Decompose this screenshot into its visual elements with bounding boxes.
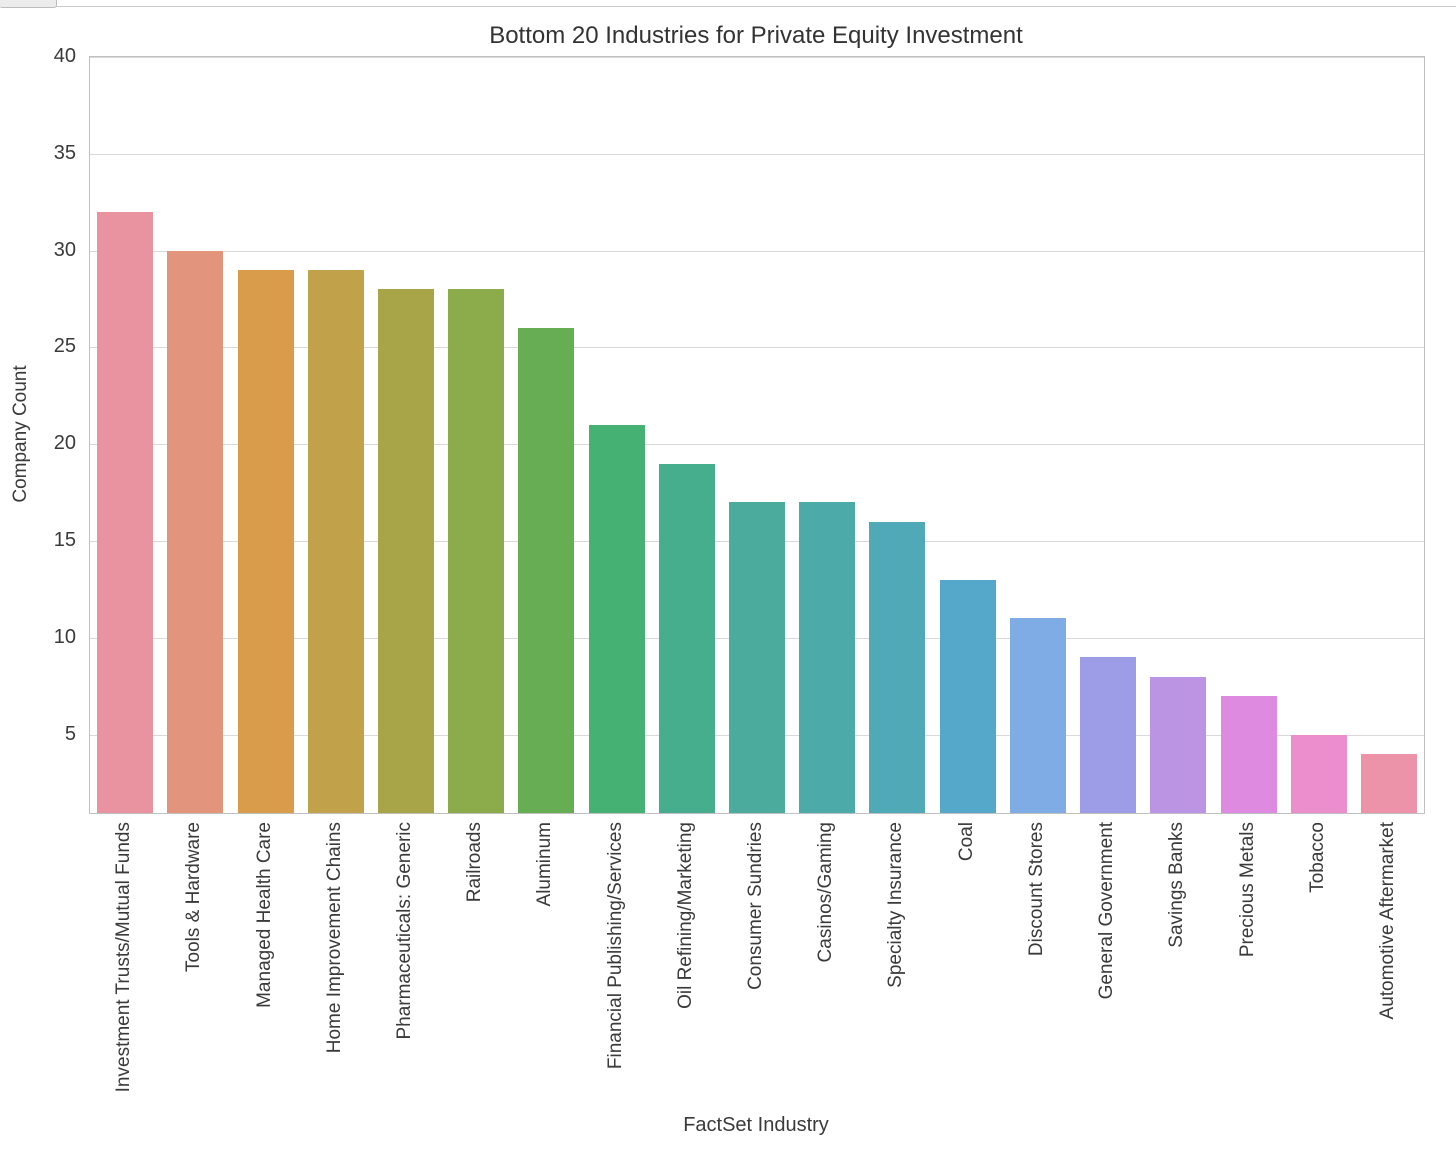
x-axis-label: FactSet Industry bbox=[683, 1114, 829, 1136]
y-tick-label-25: 25 bbox=[53, 335, 76, 358]
bar-financial-publishing-services bbox=[588, 424, 645, 813]
plot-area bbox=[89, 56, 1425, 814]
bar-coal bbox=[939, 579, 996, 813]
bar-precious-metals bbox=[1220, 695, 1277, 813]
gridline-y-20 bbox=[90, 444, 1424, 446]
bar-investment-trusts-mutual-funds bbox=[97, 211, 154, 813]
gridline-y-35 bbox=[90, 153, 1424, 155]
y-tick-label-35: 35 bbox=[53, 141, 76, 164]
chrome-divider-line bbox=[0, 6, 1456, 7]
chart-title: Bottom 20 Industries for Private Equity … bbox=[489, 22, 1023, 49]
x-tick-label-investment-trusts-mutual-funds: Investment Trusts/Mutual Funds bbox=[113, 822, 135, 1093]
x-tick-label-oil-refining-marketing: Oil Refining/Marketing bbox=[674, 822, 696, 1009]
x-tick-label-tobacco: Tobacco bbox=[1306, 822, 1328, 893]
y-tick-label-15: 15 bbox=[53, 529, 76, 551]
x-tick-label-automotive-aftermarket: Automotive Aftermarket bbox=[1376, 822, 1398, 1020]
tab-remnant[interactable] bbox=[0, 0, 57, 8]
y-tick-label-10: 10 bbox=[53, 625, 76, 648]
bar-specialty-insurance bbox=[869, 521, 926, 813]
bar-oil-refining-marketing bbox=[658, 463, 715, 813]
x-tick-label-railroads: Railroads bbox=[464, 822, 486, 903]
y-tick-label-20: 20 bbox=[53, 432, 76, 455]
gridline-y-40 bbox=[90, 57, 1424, 58]
bar-savings-banks bbox=[1150, 676, 1207, 813]
gridline-y-25 bbox=[90, 347, 1424, 349]
x-tick-label-managed-health-care: Managed Health Care bbox=[253, 822, 275, 1008]
x-tick-label-pharmaceuticals-generic: Pharmaceuticals: Generic bbox=[393, 822, 415, 1040]
bar-managed-health-care bbox=[237, 270, 294, 813]
gridline-y-30 bbox=[90, 250, 1424, 252]
bar-automotive-aftermarket bbox=[1360, 754, 1417, 813]
x-tick-label-aluminum: Aluminum bbox=[534, 822, 556, 907]
x-tick-label-specialty-insurance: Specialty Insurance bbox=[885, 822, 907, 988]
bar-aluminum bbox=[518, 328, 575, 813]
bar-casinos-gaming bbox=[799, 502, 856, 813]
x-axis-ticks: Investment Trusts/Mutual Funds Tools & Ha… bbox=[0, 822, 1456, 1122]
x-tick-label-financial-publishing-services: Financial Publishing/Services bbox=[604, 822, 626, 1070]
bar-tobacco bbox=[1290, 734, 1347, 813]
bar-pharmaceuticals-generic bbox=[377, 289, 434, 813]
bar-railroads bbox=[448, 289, 505, 813]
x-tick-label-general-government: General Government bbox=[1096, 822, 1118, 1000]
x-tick-label-casinos-gaming: Casinos/Gaming bbox=[815, 822, 837, 963]
bar-discount-stores bbox=[1009, 618, 1066, 813]
y-tick-label-30: 30 bbox=[53, 238, 76, 261]
x-tick-label-tools-hardware: Tools & Hardware bbox=[183, 822, 205, 972]
y-tick-label-40: 40 bbox=[53, 45, 76, 67]
x-tick-label-home-improvement-chains: Home Improvement Chains bbox=[323, 822, 345, 1054]
bar-general-government bbox=[1080, 657, 1137, 813]
x-tick-label-discount-stores: Discount Stores bbox=[1025, 822, 1047, 957]
bar-tools-hardware bbox=[167, 250, 224, 813]
x-tick-label-precious-metals: Precious Metals bbox=[1236, 822, 1258, 958]
bar-home-improvement-chains bbox=[307, 270, 364, 813]
x-tick-label-consumer-sundries: Consumer Sundries bbox=[745, 822, 766, 990]
y-tick-label-5: 5 bbox=[64, 722, 76, 745]
x-tick-label-coal: Coal bbox=[955, 822, 977, 862]
bar-consumer-sundries bbox=[729, 502, 785, 813]
x-tick-label-savings-banks: Savings Banks bbox=[1166, 822, 1188, 948]
